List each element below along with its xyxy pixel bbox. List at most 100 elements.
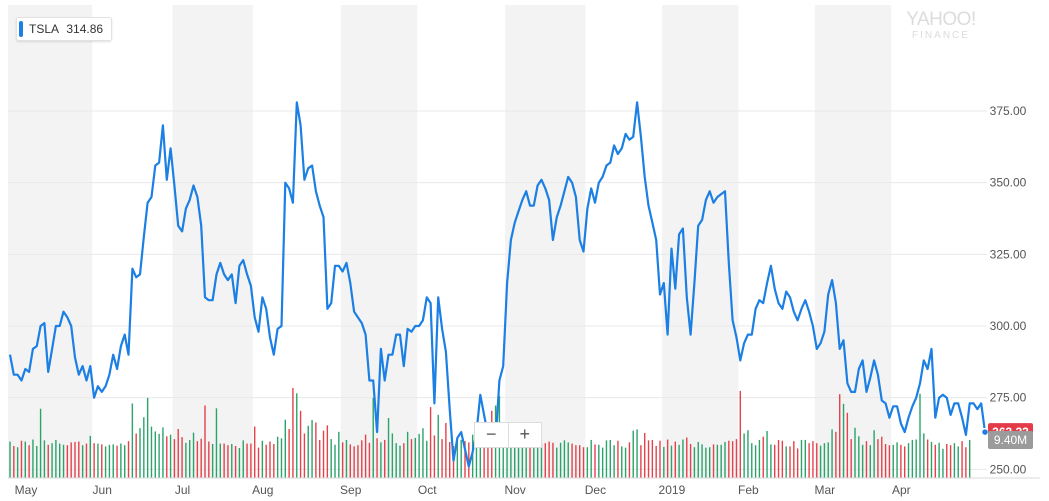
volume-bar: [204, 405, 206, 478]
volume-bar: [387, 418, 390, 478]
volume-bar: [915, 439, 917, 478]
volume-bar: [135, 433, 137, 478]
volume-bar: [208, 441, 210, 478]
volume-bar: [97, 443, 99, 478]
volume-bar: [74, 441, 76, 478]
volume-bar: [881, 436, 883, 478]
volume-bar: [575, 445, 577, 478]
volume-bar: [59, 443, 61, 478]
legend-ticker: TSLA: [29, 22, 60, 36]
volume-bar: [112, 444, 114, 478]
volume-bar: [464, 441, 466, 478]
volume-bar: [930, 441, 933, 478]
volume-bar: [173, 439, 176, 478]
price-line: [8, 101, 987, 468]
volume-bar: [957, 446, 959, 478]
volume-bar: [888, 445, 891, 478]
volume-bar: [693, 447, 696, 478]
volume-bar: [525, 441, 527, 478]
legend-value: 314.86: [66, 22, 104, 36]
volume-bar: [418, 433, 420, 478]
volume-bar: [934, 444, 936, 478]
volume-bar: [139, 428, 141, 478]
volume-bar: [334, 444, 336, 478]
volume-bar: [579, 445, 581, 478]
volume-bar: [215, 408, 218, 478]
volume-bar: [946, 443, 948, 478]
zoom-in-button[interactable]: +: [507, 423, 542, 447]
volume-bar: [559, 442, 562, 478]
volume-bar: [219, 443, 221, 478]
volume-bar: [613, 445, 615, 478]
y-tick-label: 250.00: [990, 462, 1027, 476]
volume-bar: [150, 426, 153, 478]
month-label: Sep: [340, 483, 362, 497]
volume-bar: [410, 439, 413, 478]
volume-bar: [32, 439, 34, 478]
volume-bar: [265, 444, 267, 478]
month-label: Feb: [738, 483, 759, 497]
month-label: Jun: [93, 483, 112, 497]
volume-bar: [234, 446, 237, 478]
month-label: May: [15, 483, 38, 497]
volume-bar: [303, 433, 306, 478]
volume-bar: [900, 444, 902, 478]
ticker-legend[interactable]: TSLA 314.86: [16, 17, 113, 41]
volume-bar: [605, 440, 608, 478]
zoom-out-button[interactable]: −: [485, 424, 497, 444]
volume-bar: [670, 445, 673, 478]
volume-bar: [154, 431, 156, 478]
volume-bar: [510, 437, 512, 478]
volume-bar: [804, 439, 806, 478]
volume-bar: [689, 443, 692, 478]
volume-bar: [835, 431, 837, 478]
volume-bar: [276, 436, 279, 478]
volume-bar: [544, 443, 546, 478]
volume-bar: [766, 431, 768, 478]
volume-bar: [429, 407, 432, 478]
month-label: Jul: [175, 483, 190, 497]
volume-bar: [594, 444, 596, 478]
yahoo-finance-watermark: YAHOO! FINANCE: [900, 10, 982, 42]
volume-bar: [533, 441, 535, 478]
volume-bar: [85, 443, 88, 478]
volume-bar: [770, 444, 772, 478]
volume-bar: [36, 446, 38, 478]
volume-bar: [292, 388, 294, 478]
volume-bar: [624, 447, 627, 478]
volume-bar: [728, 440, 730, 478]
volume-bar: [858, 436, 860, 478]
volume-bar: [257, 447, 260, 478]
volume-bar: [777, 439, 780, 478]
volume-bar: [254, 426, 256, 478]
volume-bar: [330, 439, 332, 478]
volume-bar: [261, 440, 264, 478]
volume-bar: [632, 430, 634, 478]
series-color-swatch: [19, 21, 23, 37]
volume-bar: [590, 439, 592, 478]
volume-bar: [223, 443, 225, 478]
volume-bar: [307, 425, 309, 478]
volume-bar: [192, 432, 195, 478]
volume-bar: [682, 439, 684, 478]
volume-bar: [341, 442, 344, 478]
volume-bar: [433, 435, 436, 478]
volume-bar: [739, 390, 741, 478]
volume-bar: [873, 430, 875, 478]
volume-bar: [311, 420, 313, 478]
volume-bar: [66, 445, 69, 478]
volume-bar: [571, 443, 573, 478]
volume-bar: [460, 439, 462, 478]
volume-bar: [808, 443, 810, 478]
volume-bar: [582, 447, 585, 478]
volume-bar: [758, 439, 761, 478]
month-band: [661, 5, 739, 478]
volume-bar: [904, 446, 906, 478]
volume-bar: [819, 445, 822, 478]
volume-bar: [349, 444, 351, 478]
month-label: Oct: [418, 483, 437, 497]
volume-bar: [280, 438, 283, 478]
volume-bar: [101, 444, 103, 478]
volume-bar: [120, 443, 122, 478]
